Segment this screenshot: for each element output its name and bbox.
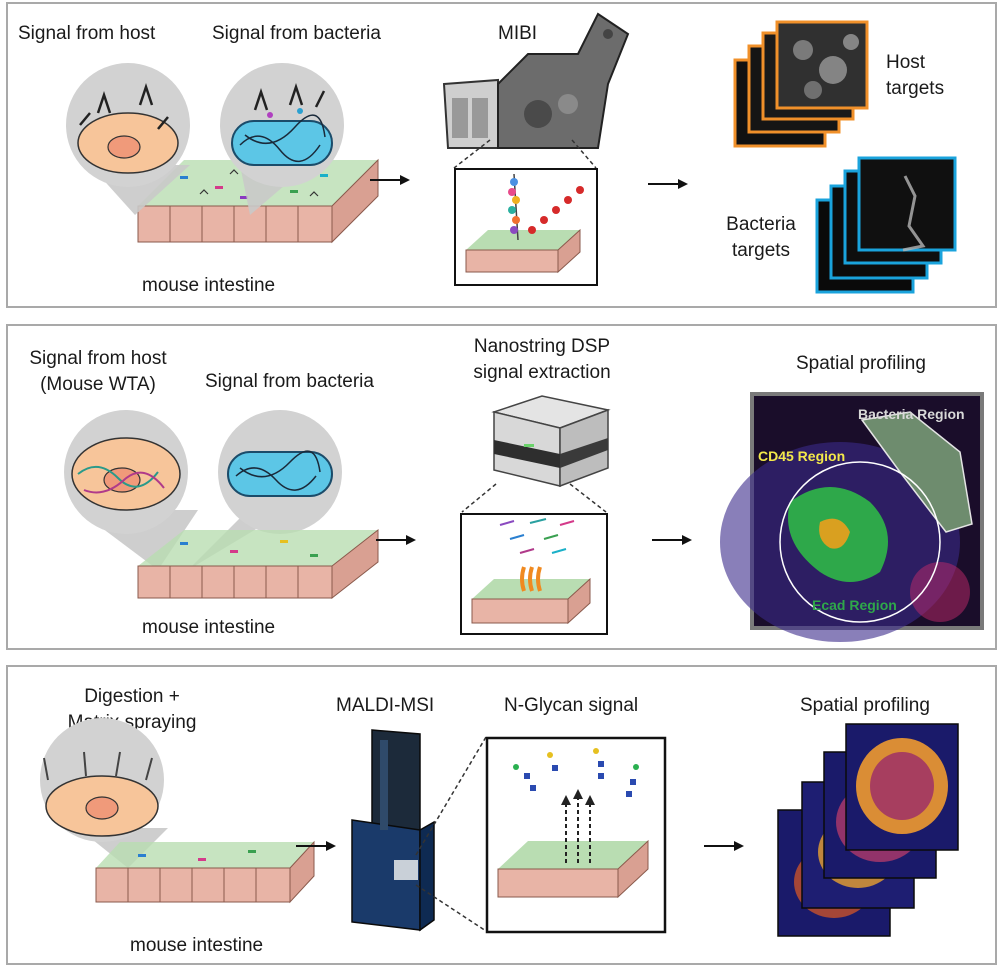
roi-circle <box>779 461 941 623</box>
zoom-lines <box>453 139 597 169</box>
bacteria-signal-label: Signal from bacteria <box>212 23 381 44</box>
host-target-images <box>733 20 869 148</box>
arrow-2 <box>648 179 688 189</box>
tissue-label-2: mouse intestine <box>142 617 276 638</box>
bacteria-targets-label: Bacteria targets <box>726 214 796 261</box>
host-signal-label: Signal from host <box>18 23 156 44</box>
glycan-label: N-Glycan signal <box>504 695 639 716</box>
dsp-inset <box>460 513 608 635</box>
spatial-profiling-label-2: Spatial profiling <box>796 353 926 374</box>
maldi-label: MALDI-MSI <box>336 695 435 716</box>
dsp-label: Nanostring DSP signal extraction <box>473 336 611 383</box>
host-targets-label: Host targets <box>886 52 945 99</box>
tissue-label: mouse intestine <box>142 275 276 296</box>
dsp-roi-image <box>720 392 984 642</box>
mibi-inset <box>454 168 598 286</box>
arrow-3 <box>376 535 416 545</box>
arrow-6 <box>704 841 744 851</box>
maldi-sample <box>40 718 315 904</box>
tissue-label-3: mouse intestine <box>130 935 264 956</box>
tissue-side <box>331 158 379 244</box>
mibi-label: MIBI <box>498 23 538 44</box>
glycan-inset <box>485 736 667 934</box>
zoom-lines-2 <box>461 483 607 513</box>
arrow-4 <box>652 535 692 545</box>
bacteria-target-images <box>815 156 957 294</box>
zoom-bubbles-2 <box>64 410 342 570</box>
bacteria-signal-label-2: Signal from bacteria <box>205 371 374 392</box>
zoom-lines-3 <box>415 736 487 932</box>
bacterium <box>231 120 333 166</box>
tissue-block-2 <box>137 528 379 600</box>
arrow-1 <box>370 175 410 185</box>
arrow-5 <box>296 841 336 851</box>
host-signal-label-2: Signal from host (Mouse WTA) <box>29 348 167 395</box>
zoom-bubbles <box>66 63 344 215</box>
maldi-images <box>777 723 959 937</box>
spatial-profiling-label-3: Spatial profiling <box>800 695 930 716</box>
ecad-region-label: Ecad Region <box>812 597 897 613</box>
bacteria-region-label: Bacteria Region <box>858 406 965 422</box>
dsp-instrument <box>491 395 611 488</box>
cd45-region-label: CD45 Region <box>758 448 846 464</box>
maldi-instrument <box>351 729 435 932</box>
mibi-instrument <box>442 12 630 149</box>
